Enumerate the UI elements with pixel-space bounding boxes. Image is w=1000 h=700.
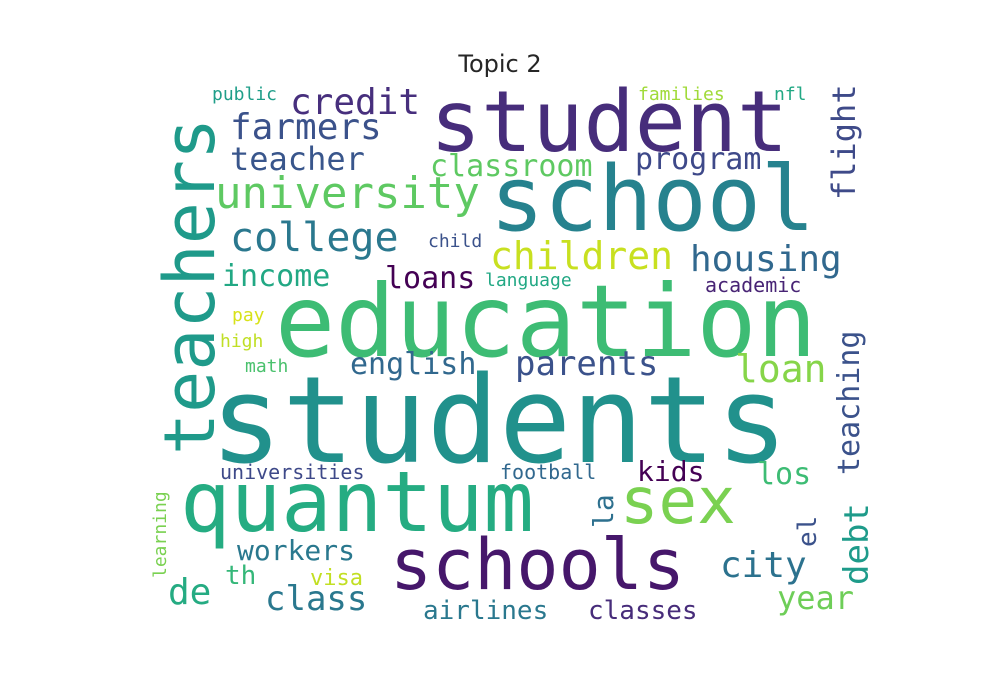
chart-title: Topic 2 — [458, 50, 542, 78]
word-el: el — [793, 515, 823, 547]
word-education: education — [275, 263, 817, 380]
word-college: college — [230, 215, 399, 261]
word-program: program — [635, 142, 762, 177]
word-th: th — [225, 561, 257, 591]
word-class: class — [265, 579, 368, 619]
word-high: high — [220, 331, 264, 352]
word-farmers: farmers — [230, 107, 382, 148]
word-workers: workers — [237, 534, 356, 567]
word-students: students — [210, 352, 788, 491]
word-city: city — [720, 545, 807, 586]
word-year: year — [777, 579, 855, 617]
word-families: families — [638, 84, 725, 105]
word-child: child — [428, 231, 483, 252]
word-universities: universities — [220, 460, 365, 484]
word-loan: loan — [735, 347, 827, 391]
word-university: university — [215, 168, 480, 219]
word-los: los — [757, 457, 812, 492]
word-visa: visa — [310, 566, 363, 591]
word-english: english — [350, 347, 477, 382]
word-income: income — [222, 259, 331, 294]
word-children: children — [490, 234, 674, 278]
word-classes: classes — [588, 596, 698, 626]
word-learning: learning — [150, 491, 171, 578]
word-kids: kids — [637, 455, 705, 488]
word-teaching: teaching — [832, 330, 867, 476]
word-academic: academic — [705, 273, 802, 297]
word-math: math — [245, 356, 289, 377]
word-public: public — [212, 84, 278, 105]
word-housing: housing — [690, 239, 842, 280]
word-schools: schools — [390, 524, 686, 606]
word-student: student — [430, 73, 789, 172]
word-loans: loans — [385, 261, 476, 296]
word-quantum: quantum — [180, 453, 535, 551]
word-school: school — [490, 147, 816, 252]
word-credit: credit — [290, 82, 421, 123]
word-parents: parents — [515, 344, 659, 384]
word-de: de — [168, 572, 212, 613]
word-pay: pay — [232, 305, 265, 326]
word-nfl: nfl — [774, 84, 807, 105]
word-teacher: teacher — [230, 140, 365, 178]
word-language: language — [485, 270, 572, 291]
word-debt: debt — [837, 503, 877, 585]
word-flight: flight — [825, 84, 863, 200]
word-la: la — [587, 494, 620, 528]
word-football: football — [500, 460, 597, 484]
word-sex: sex — [620, 465, 736, 539]
word-classroom: classroom — [430, 149, 593, 184]
word-airlines: airlines — [423, 596, 549, 626]
